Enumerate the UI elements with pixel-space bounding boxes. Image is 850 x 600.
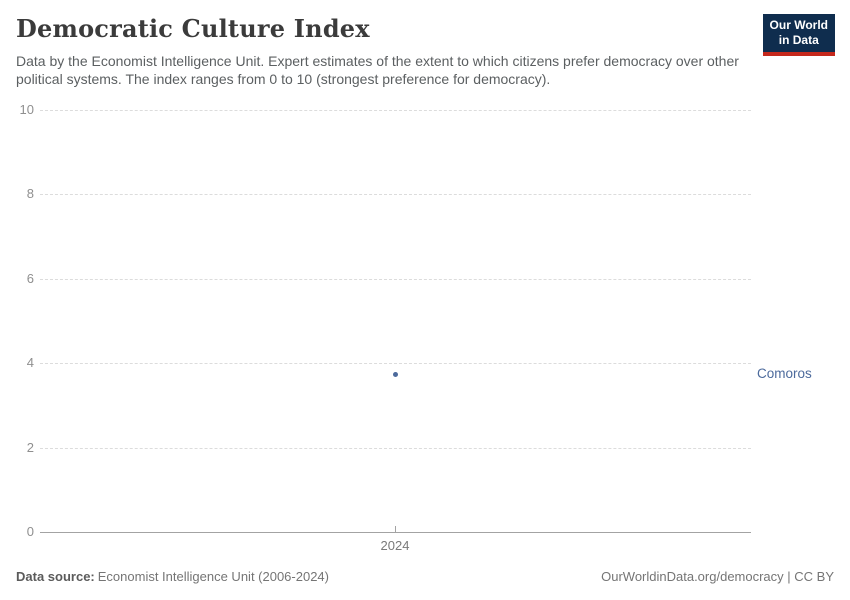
x-axis-tick-mark [395,526,396,532]
x-axis-tick-label: 2024 [380,538,410,553]
gridline-y-6 [40,278,751,280]
page-title: Democratic Culture Index [16,14,370,43]
data-source-value: Economist Intelligence Unit (2006-2024) [97,569,329,584]
owid-logo[interactable]: Our World in Data [762,14,835,56]
gridline-y-8 [40,194,751,196]
y-axis-tick-label: 8 [26,186,34,202]
chart-subtitle: Data by the Economist Intelligence Unit.… [16,53,739,88]
logo-line1: Our World [769,18,828,32]
gridline-y-2 [40,447,751,449]
y-axis-tick-label: 2 [26,439,34,455]
credit-link[interactable]: OurWorldinData.org/democracy | CC BY [601,569,834,584]
y-axis-tick-label: 0 [26,524,34,539]
x-axis-line [40,532,751,533]
gridline-y-4 [40,363,751,365]
logo-line2: in Data [778,33,819,47]
entity-label-comoros[interactable]: Comoros [757,365,812,381]
y-axis-tick-label: 4 [26,355,34,371]
gridline-y-10 [40,110,751,111]
y-axis-tick-label: 10 [19,102,34,117]
y-axis-tick-label: 6 [26,270,34,286]
data-point-comoros[interactable] [393,371,398,377]
data-source: Data source: Economist Intelligence Unit … [16,569,329,584]
data-source-label: Data source: [16,569,95,584]
